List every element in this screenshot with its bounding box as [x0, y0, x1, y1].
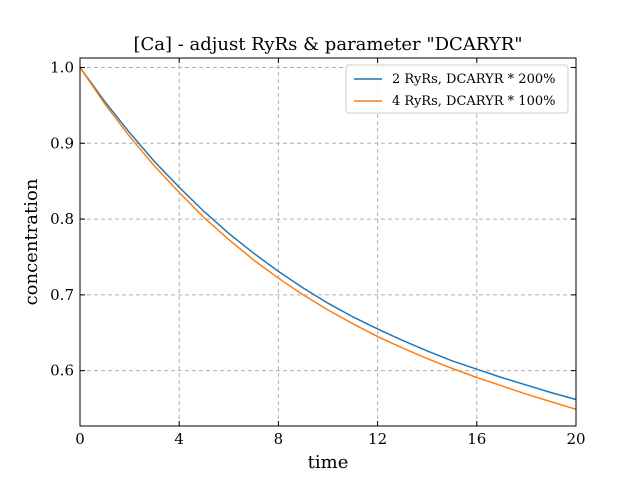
- legend-box: [345, 64, 569, 114]
- x-tick-label: 12: [368, 430, 387, 448]
- x-tick-label: 8: [274, 430, 284, 448]
- y-tick-label: 0.9: [50, 134, 74, 152]
- legend-label: 4 RyRs, DCARYR * 100%: [392, 94, 555, 109]
- y-axis-label: concentration: [21, 178, 42, 305]
- x-tick-label: 0: [75, 430, 85, 448]
- x-tick-label: 20: [566, 430, 585, 448]
- series-line-2: [79, 67, 577, 411]
- y-tick-label: 1.0: [50, 58, 74, 76]
- legend-label: 2 RyRs, DCARYR * 200%: [392, 72, 555, 87]
- y-tick-label: 0.7: [50, 286, 74, 304]
- plot-frame: [79, 57, 577, 427]
- y-tick-label: 0.6: [50, 362, 74, 380]
- x-tick-label: 4: [174, 430, 184, 448]
- x-tick-label: 16: [467, 430, 486, 448]
- legend: 2 RyRs, DCARYR * 200% 4 RyRs, DCARYR * 10…: [345, 64, 569, 114]
- chart-title: [Ca] - adjust RyRs & parameter "DCARYR": [133, 34, 522, 55]
- y-tick-label: 0.8: [50, 210, 74, 228]
- x-axis-label: time: [308, 452, 349, 473]
- series-layer: [79, 67, 577, 411]
- series-line-1: [79, 67, 577, 401]
- axis-ticks: 0 4 8 12 16 20 0.6 0.7 0.8 0.9 1.0: [50, 58, 586, 448]
